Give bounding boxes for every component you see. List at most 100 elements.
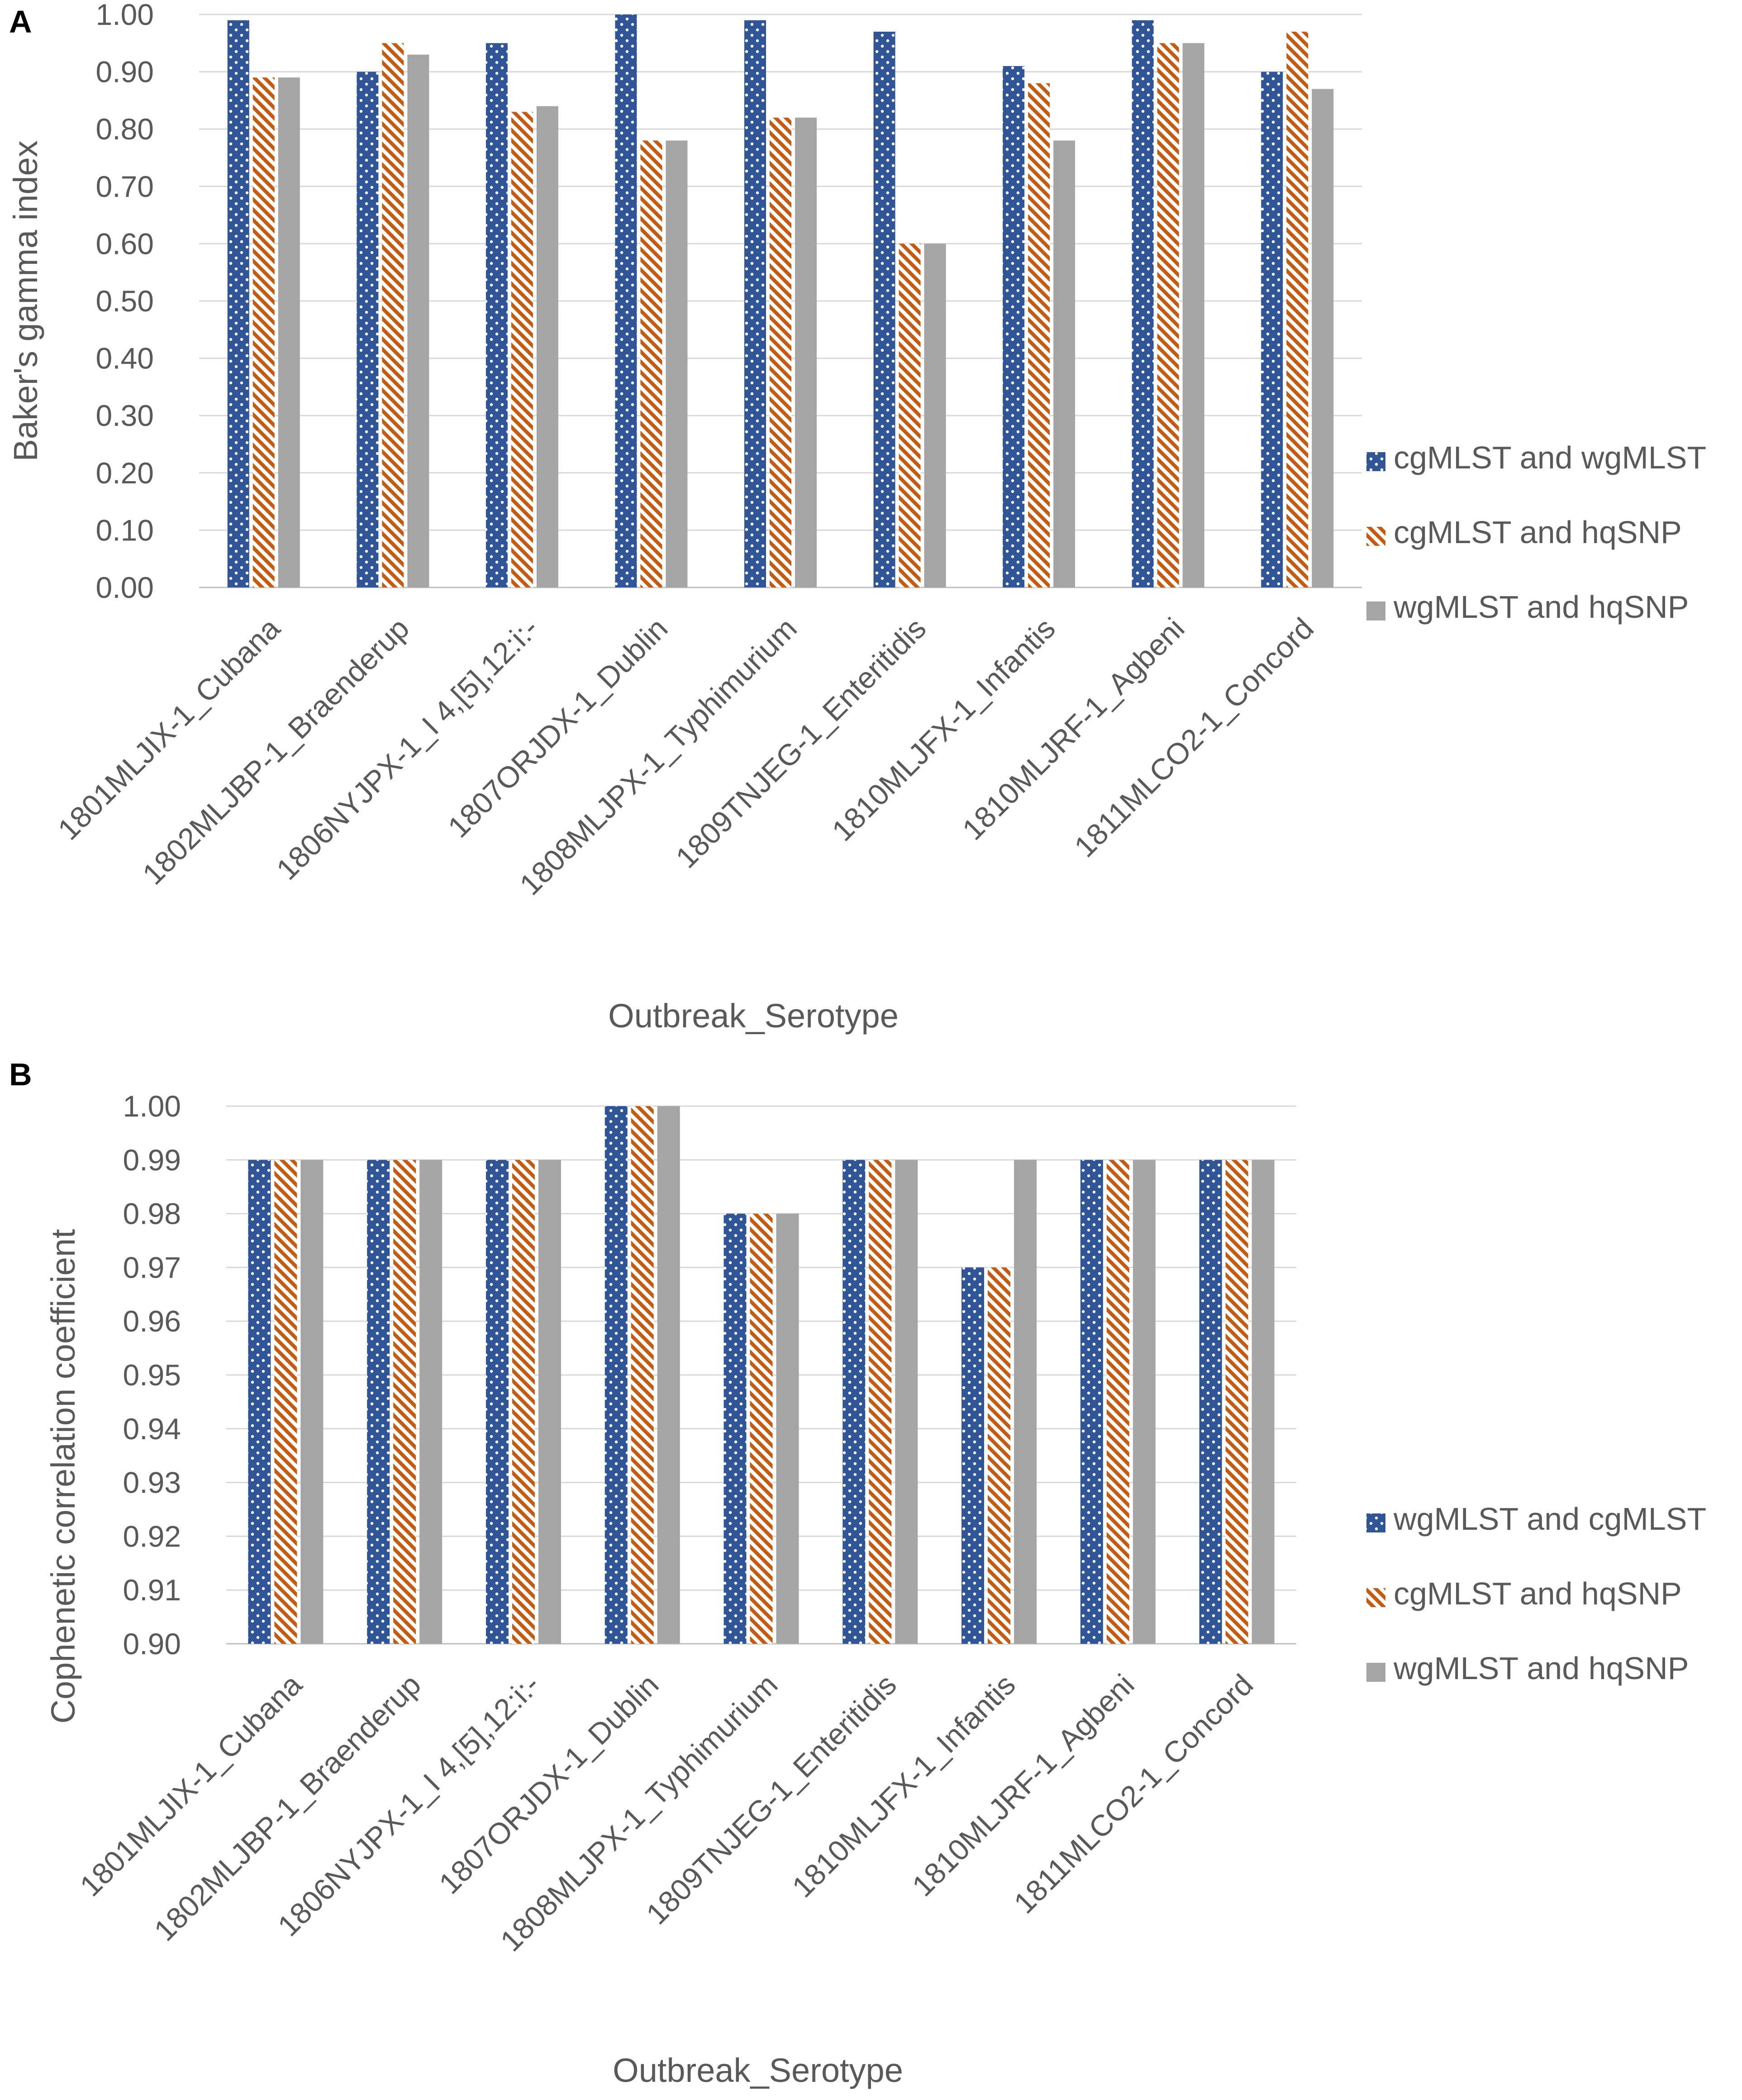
bar-dots xyxy=(615,14,637,587)
bar-solid xyxy=(795,117,817,587)
bar-dots xyxy=(485,43,508,587)
y-tick-label: 0.00 xyxy=(96,571,154,604)
y-tick-label: 0.94 xyxy=(123,1412,181,1446)
bar-solid xyxy=(1252,1160,1275,1644)
legend-label: cgMLST and hqSNP xyxy=(1394,515,1682,550)
bar-dots xyxy=(248,1160,271,1644)
panel-label: B xyxy=(9,1057,32,1092)
bar-dots xyxy=(604,1106,628,1644)
legend-swatch xyxy=(1366,452,1385,471)
x-axis-title: Outbreak_Serotype xyxy=(608,997,899,1035)
bar-dots xyxy=(367,1160,390,1644)
y-tick-label: 0.60 xyxy=(96,227,154,260)
category-label: 1807ORJDX-1_Dublin xyxy=(441,611,674,844)
bar-solid xyxy=(536,106,558,587)
legend-swatch xyxy=(1366,601,1385,620)
bar-dots xyxy=(873,31,895,588)
bar-dots xyxy=(1003,66,1025,588)
legend-swatch xyxy=(1366,1513,1385,1532)
bar-solid xyxy=(895,1160,918,1644)
bar-stripes xyxy=(640,140,662,587)
bar-dots xyxy=(485,1160,509,1644)
category-label: 1802MLJBP-1_Braenderup xyxy=(136,611,415,891)
bar-solid xyxy=(419,1160,443,1644)
y-tick-label: 0.95 xyxy=(123,1358,181,1392)
y-tick-label: 0.90 xyxy=(123,1627,181,1661)
legend-swatch xyxy=(1366,1588,1385,1607)
y-tick-label: 0.91 xyxy=(123,1573,181,1607)
category-label: 1809TNJEG-1_Enteritidis xyxy=(669,611,932,874)
bar-dots xyxy=(1080,1160,1103,1644)
bar-dots xyxy=(723,1213,747,1644)
y-tick-label: 1.00 xyxy=(96,0,154,31)
legend-label: wgMLST and cgMLST xyxy=(1393,1501,1706,1537)
bar-dots xyxy=(744,20,766,587)
bar-dots xyxy=(227,20,249,587)
legend: cgMLST and wgMLST cgMLST and hqSNP wgMLST … xyxy=(1366,440,1706,625)
y-tick-label: 0.92 xyxy=(123,1519,181,1553)
bar-stripes xyxy=(631,1106,654,1644)
y-tick-label: 0.40 xyxy=(96,342,154,375)
bar-solid xyxy=(278,77,300,587)
bar-solid xyxy=(300,1160,324,1644)
bar-dots xyxy=(357,72,379,588)
category-label: 1810MLJRF-1_Agbeni xyxy=(956,611,1190,846)
bar-solid xyxy=(1053,140,1076,587)
bar-solid xyxy=(1133,1160,1156,1644)
bar-stripes xyxy=(869,1160,892,1644)
y-tick-label: 0.50 xyxy=(96,284,154,318)
bar-stripes xyxy=(1225,1160,1248,1644)
bar-stripes xyxy=(274,1160,297,1644)
y-tick-label: 0.93 xyxy=(123,1466,181,1499)
bar-solid xyxy=(1312,89,1334,588)
bar-stripes xyxy=(770,117,791,587)
x-axis-title: Outbreak_Serotype xyxy=(613,2052,903,2089)
bar-dots xyxy=(1261,72,1283,588)
category-label: 1810MLJRF-1_Agbeni xyxy=(905,1668,1140,1903)
bar-solid xyxy=(776,1213,799,1644)
y-tick-label: 0.90 xyxy=(96,55,154,89)
bar-stripes xyxy=(1106,1160,1129,1644)
bar-solid xyxy=(1182,43,1204,587)
bar-stripes xyxy=(1028,83,1050,587)
y-tick-label: 0.10 xyxy=(96,513,154,547)
bar-dots xyxy=(842,1160,866,1644)
y-axis-title: Cophenetic correlation coefficient xyxy=(44,1229,82,1723)
bar-stripes xyxy=(512,1160,535,1644)
bar-stripes xyxy=(1157,43,1179,587)
category-label: 1811MLCO2-1_Concord xyxy=(1068,611,1320,864)
bar-stripes xyxy=(988,1267,1011,1644)
legend-label: cgMLST and hqSNP xyxy=(1394,1576,1682,1611)
bar-dots xyxy=(1199,1160,1222,1644)
category-label: 1806NYJPX-1_I 4,[5],12:i:- xyxy=(270,611,544,886)
category-label: 1808MLJPX-1_Typhimurium xyxy=(513,611,803,902)
bar-stripes xyxy=(750,1213,773,1644)
bar-dots xyxy=(961,1267,985,1644)
legend: wgMLST and cgMLST cgMLST and hqSNP wgMLST … xyxy=(1366,1501,1706,1686)
legend-swatch xyxy=(1366,1663,1385,1682)
bar-stripes xyxy=(511,112,533,588)
bar-solid xyxy=(657,1106,680,1644)
legend-label: wgMLST and hqSNP xyxy=(1393,1651,1689,1686)
category-label: 1809TNJEG-1_Enteritidis xyxy=(640,1668,903,1931)
bar-solid xyxy=(538,1160,561,1644)
y-tick-label: 0.70 xyxy=(96,170,154,203)
legend-swatch xyxy=(1366,527,1385,546)
category-label: 1810MLJFX-1_Infantis xyxy=(785,1668,1022,1904)
category-label: 1807ORJDX-1_Dublin xyxy=(433,1668,665,1900)
category-label: 1811MLCO2-1_Concord xyxy=(1007,1668,1259,1920)
y-tick-label: 0.99 xyxy=(123,1143,181,1177)
bar-stripes xyxy=(1286,31,1309,588)
category-label: 1801MLJIX-1_Cubana xyxy=(73,1667,309,1903)
panel-b: B 0.90 0.91 0.92 0.93 0.94 0.95 0.96 0.97 0.98 0.9… xyxy=(9,1057,1706,2089)
bar-solid xyxy=(407,54,429,588)
legend-label: wgMLST and hqSNP xyxy=(1393,589,1689,625)
panel-label: A xyxy=(9,4,32,39)
bar-dots xyxy=(1132,20,1154,587)
bar-solid xyxy=(1014,1160,1037,1644)
category-label: 1810MLJFX-1_Infantis xyxy=(825,611,1061,848)
legend-label: cgMLST and wgMLST xyxy=(1394,440,1706,475)
bar-stripes xyxy=(252,77,275,587)
bar-stripes xyxy=(382,43,404,587)
